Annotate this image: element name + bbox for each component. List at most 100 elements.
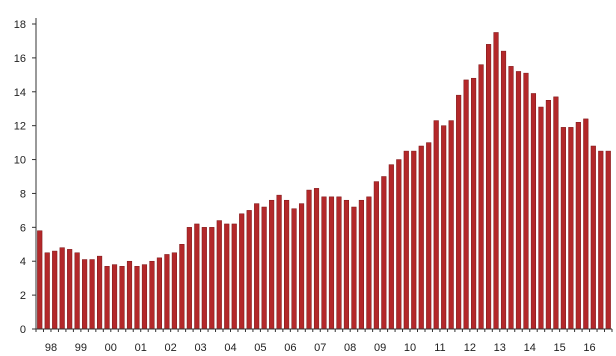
bar: [97, 255, 103, 330]
bar: [373, 181, 379, 330]
bar: [605, 150, 611, 330]
bar: [486, 44, 492, 330]
bar: [246, 210, 252, 330]
bar: [396, 159, 402, 330]
bar: [89, 259, 95, 330]
bar-series: [37, 32, 611, 330]
bar: [545, 100, 551, 330]
bar: [456, 94, 462, 330]
y-tick-label: 0: [20, 324, 26, 336]
y-tick-label: 18: [14, 19, 26, 31]
x-tick-label: 15: [554, 342, 566, 354]
bar: [59, 247, 65, 330]
bar: [134, 266, 140, 330]
bar: [358, 199, 364, 330]
bar: [388, 164, 394, 330]
bar: [403, 150, 409, 330]
bar: [141, 264, 148, 330]
bar: [463, 79, 469, 330]
x-tick-label: 16: [583, 342, 595, 354]
bar: [298, 203, 305, 330]
bar: [37, 230, 43, 330]
x-tick-label: 04: [224, 342, 236, 354]
bar: [224, 223, 230, 330]
bar: [164, 254, 170, 330]
y-tick-label: 4: [20, 256, 26, 268]
bar: [426, 142, 432, 330]
bar: [239, 213, 245, 330]
bar: [448, 120, 454, 330]
bar: [104, 266, 110, 330]
bar: [111, 264, 118, 330]
bar: [343, 199, 350, 330]
y-tick-label: 10: [14, 155, 26, 167]
bar: [291, 208, 297, 330]
x-tick-label: 14: [524, 342, 536, 354]
x-tick-label: 06: [284, 342, 296, 354]
x-tick-label: 98: [45, 342, 57, 354]
bar: [119, 266, 125, 330]
bar: [52, 250, 58, 330]
bar: [553, 96, 559, 330]
bar: [171, 252, 177, 330]
bar: [598, 150, 604, 330]
bar: [269, 199, 275, 330]
bar: [231, 223, 237, 330]
y-tick-label: 12: [14, 121, 26, 133]
x-tick-label: 09: [374, 342, 386, 354]
y-tick-label: 8: [20, 188, 26, 200]
y-axis: 0 2 4 6 8 10 12 14 16 18: [14, 18, 37, 336]
bar: [74, 252, 80, 330]
x-tick-label: 01: [135, 342, 147, 354]
bar: [418, 145, 424, 330]
y-tick-label: 6: [20, 222, 26, 234]
bar: [351, 206, 357, 330]
bar: [201, 227, 207, 330]
bar: [568, 127, 574, 330]
x-tick-label: 05: [254, 342, 266, 354]
bar: [366, 196, 372, 330]
x-tick-label: 08: [344, 342, 356, 354]
y-tick-label: 14: [14, 87, 26, 99]
bar: [433, 120, 439, 330]
bar: [560, 127, 566, 330]
bar: [276, 194, 282, 330]
x-tick-label: 02: [165, 342, 177, 354]
bar: [82, 259, 88, 330]
y-tick-label: 16: [14, 53, 26, 65]
bar: [508, 66, 514, 330]
bar: [306, 189, 312, 330]
bar: [44, 252, 50, 330]
x-tick-label: 13: [494, 342, 506, 354]
x-tick-label: 99: [75, 342, 87, 354]
bar: [179, 244, 185, 330]
bar: [411, 150, 417, 330]
bar: [441, 125, 447, 330]
bar: [149, 260, 155, 330]
bar: [471, 77, 477, 330]
bar: [313, 188, 320, 330]
bar: [538, 106, 544, 330]
bar: [590, 145, 596, 330]
x-tick-label: 03: [194, 342, 206, 354]
bar: [381, 176, 387, 330]
bar: [523, 72, 529, 330]
bar: [126, 260, 133, 330]
bar: [67, 249, 73, 330]
bar: [493, 32, 499, 330]
bar: [216, 220, 222, 330]
bar: [254, 203, 260, 330]
bar: [194, 223, 200, 330]
bar: [336, 196, 342, 330]
bar: [321, 196, 327, 330]
x-tick-label: 11: [434, 342, 445, 354]
bar: [583, 118, 589, 330]
y-tick-label: 2: [20, 290, 26, 302]
bar: [515, 71, 522, 330]
x-tick-label: 12: [464, 342, 476, 354]
x-tick-label: 10: [404, 342, 416, 354]
bar: [156, 257, 162, 330]
x-tick-label: 07: [314, 342, 326, 354]
